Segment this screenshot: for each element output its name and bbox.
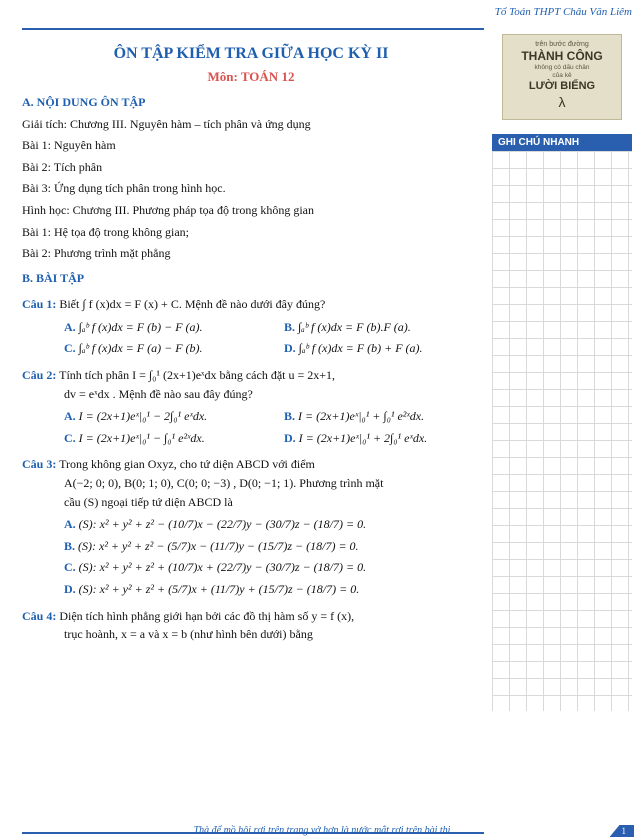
- question-text-cont: cầu (S) ngoại tiếp tứ diện ABCD là: [22, 493, 480, 512]
- option: A. (S): x² + y² + z² − (10/7)x − (22/7)y…: [64, 515, 480, 534]
- notes-grid: [492, 151, 632, 711]
- question-number: Câu 4:: [22, 609, 56, 623]
- option: A. I = (2x+1)eˣ|₀¹ − 2∫₀¹ eˣdx.: [64, 407, 260, 426]
- book-line: LƯỜI BIẾNG: [507, 80, 617, 92]
- content-line: Bài 1: Nguyên hàm: [22, 136, 480, 155]
- question: Câu 1: Biết ∫ f (x)dx = F (x) + C. Mệnh …: [22, 295, 480, 358]
- page-root: Tổ Toán THPT Châu Văn Liêm ÔN TẬP KIỂM T…: [0, 0, 644, 840]
- content-line: Giải tích: Chương III. Nguyên hàm – tích…: [22, 115, 480, 134]
- options: A. ∫ₐᵇ f (x)dx = F (b) − F (a). B. ∫ₐᵇ f…: [22, 318, 480, 358]
- option: D. (S): x² + y² + z² + (5/7)x + (11/7)y …: [64, 580, 480, 599]
- option: B. (S): x² + y² + z² − (5/7)x − (11/7)y …: [64, 537, 480, 556]
- doc-title: ÔN TẬP KIỂM TRA GIỮA HỌC KỲ II: [22, 42, 480, 67]
- question-text: Diện tích hình phẳng giới hạn bởi các đồ…: [59, 609, 354, 623]
- option: D. ∫ₐᵇ f (x)dx = F (b) + F (a).: [284, 339, 480, 358]
- sidebar: trên bước đường THÀNH CÔNG không có dấu …: [492, 28, 632, 834]
- content-line: Bài 2: Tích phân: [22, 158, 480, 177]
- book-line: THÀNH CÔNG: [507, 49, 617, 63]
- question-text-cont: trục hoành, x = a và x = b (như hình bên…: [22, 625, 480, 644]
- notes-header: GHI CHÚ NHANH: [492, 134, 632, 151]
- option: A. ∫ₐᵇ f (x)dx = F (b) − F (a).: [64, 318, 260, 337]
- option: C. ∫ₐᵇ f (x)dx = F (a) − F (b).: [64, 339, 260, 358]
- options: A. (S): x² + y² + z² − (10/7)x − (22/7)y…: [22, 515, 480, 598]
- option: C. (S): x² + y² + z² + (10/7)x + (22/7)y…: [64, 558, 480, 577]
- book-quote-box: trên bước đường THÀNH CÔNG không có dấu …: [502, 34, 622, 120]
- book-line: trên bước đường: [507, 41, 617, 48]
- question: Câu 2: Tính tích phân I = ∫₀¹ (2x+1)eˣdx…: [22, 366, 480, 447]
- doc-subtitle: Môn: TOÁN 12: [22, 67, 480, 87]
- option: D. I = (2x+1)eˣ|₀¹ + 2∫₀¹ eˣdx.: [284, 429, 480, 448]
- content-line: Bài 1: Hệ tọa độ trong không gian;: [22, 223, 480, 242]
- section-b-heading: B. BÀI TẬP: [22, 269, 480, 288]
- footer-quote: Thà để mồ hôi rơi trên trang vở hơn là n…: [0, 825, 644, 836]
- content-line: Bài 2: Phương trình mặt phẳng: [22, 244, 480, 263]
- lambda-icon: λ: [507, 94, 617, 110]
- question-text: Tính tích phân I = ∫₀¹ (2x+1)eˣdx bằng c…: [59, 368, 335, 382]
- header-org: Tổ Toán THPT Châu Văn Liêm: [495, 6, 632, 18]
- book-line: không có dấu chân: [507, 64, 617, 71]
- options: A. I = (2x+1)eˣ|₀¹ − 2∫₀¹ eˣdx. B. I = (…: [22, 407, 480, 447]
- content-line: Hình học: Chương III. Phương pháp tọa độ…: [22, 201, 480, 220]
- book-line: của kẻ: [507, 72, 617, 79]
- question-text: Trong không gian Oxyz, cho tứ diện ABCD …: [59, 457, 315, 471]
- content-line: Bài 3: Ứng dụng tích phân trong hình học…: [22, 179, 480, 198]
- question: Câu 3: Trong không gian Oxyz, cho tứ diệ…: [22, 455, 480, 598]
- section-a-heading: A. NỘI DUNG ÔN TẬP: [22, 93, 480, 112]
- question-number: Câu 3:: [22, 457, 56, 471]
- question-text-cont: A(−2; 0; 0), B(0; 1; 0), C(0; 0; −3) , D…: [22, 474, 480, 493]
- question-text-cont: dv = eˣdx . Mệnh đề nào sau đây đúng?: [22, 385, 480, 404]
- question-number: Câu 1:: [22, 297, 56, 311]
- option: B. ∫ₐᵇ f (x)dx = F (b).F (a).: [284, 318, 480, 337]
- option: C. I = (2x+1)eˣ|₀¹ − ∫₀¹ e²ˣdx.: [64, 429, 260, 448]
- option: B. I = (2x+1)eˣ|₀¹ + ∫₀¹ e²ˣdx.: [284, 407, 480, 426]
- question-text: Biết ∫ f (x)dx = F (x) + C. Mệnh đề nào …: [59, 297, 325, 311]
- question-number: Câu 2:: [22, 368, 56, 382]
- main-content: ÔN TẬP KIỂM TRA GIỮA HỌC KỲ II Môn: TOÁN…: [22, 28, 484, 834]
- question: Câu 4: Diện tích hình phẳng giới hạn bởi…: [22, 607, 480, 644]
